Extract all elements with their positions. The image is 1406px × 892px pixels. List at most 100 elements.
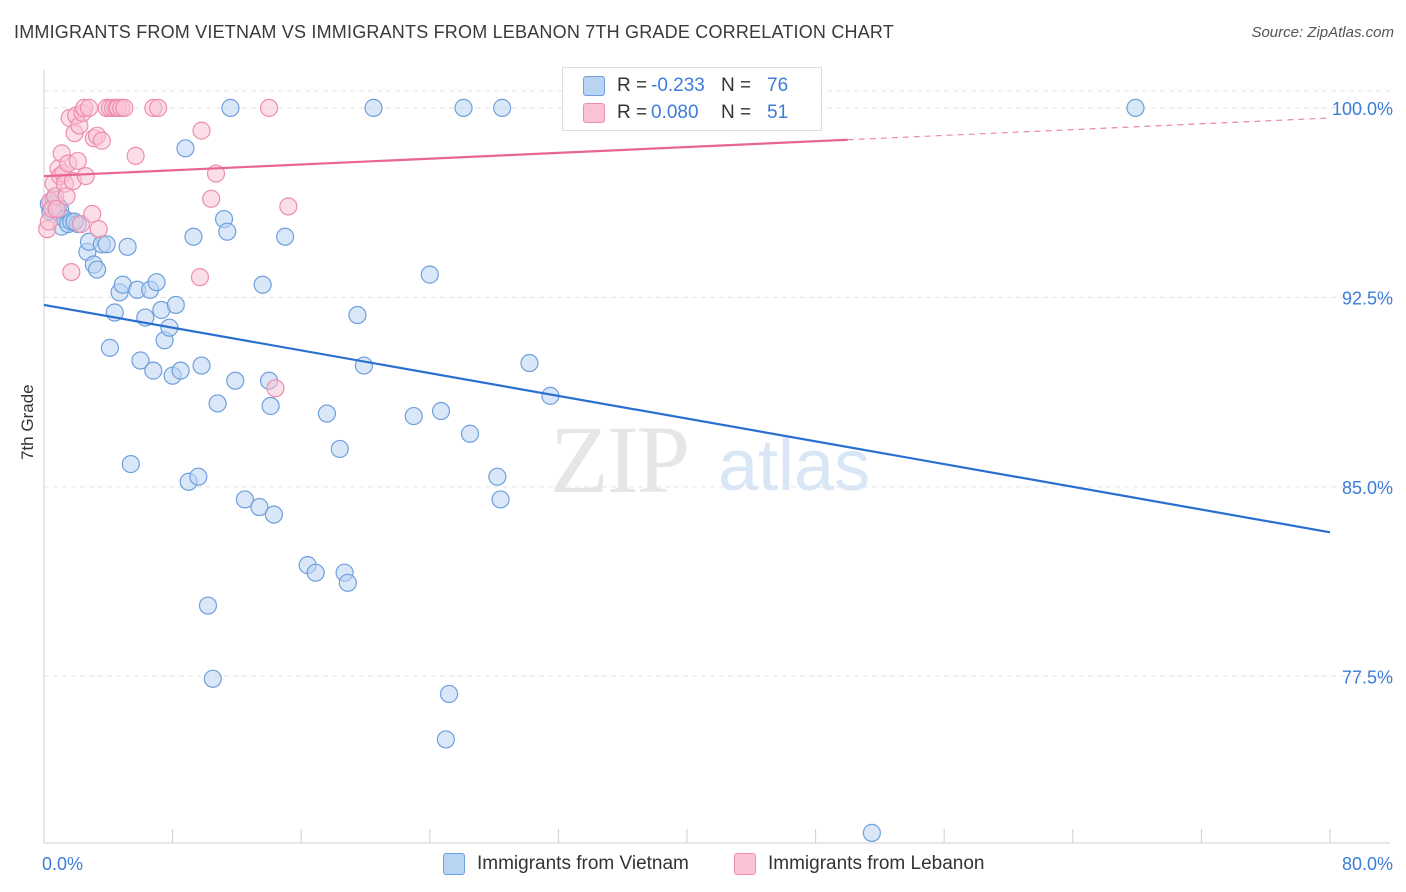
vietnam-point (454, 98, 473, 117)
x-tick-label-max: 80.0% (1342, 854, 1393, 874)
lebanon-r-label: R = (617, 102, 648, 123)
vietnam-point (131, 351, 150, 370)
legend-item-vietnam: Immigrants from Vietnam (443, 852, 689, 876)
vietnam-point (253, 275, 272, 294)
lebanon-point (62, 262, 81, 282)
vietnam-point (118, 237, 137, 256)
lebanon-point (68, 151, 87, 171)
vietnam-point (250, 497, 269, 517)
vietnam-point (184, 227, 203, 246)
y-tick-label: 92.5% (1342, 288, 1393, 308)
vietnam-point (192, 356, 211, 375)
vietnam-point (166, 295, 185, 315)
vietnam-point (208, 394, 227, 413)
vietnam-legend-swatch (443, 853, 465, 875)
lebanon-r-value: 0.080 (651, 102, 699, 123)
vietnam-point (862, 823, 881, 842)
vietnam-point (488, 467, 507, 486)
vietnam-point (520, 353, 539, 373)
vietnam-point (436, 730, 455, 749)
vietnam-point (198, 596, 218, 615)
watermark-zip: ZIP (550, 406, 688, 513)
grid-layer (44, 90, 1390, 677)
vietnam-point (431, 401, 451, 421)
legend-row-vietnam: R = -0.233 N = 76 (583, 74, 788, 98)
x-tick-label-min: 0.0% (42, 854, 83, 874)
y-tick-label: 85.0% (1342, 478, 1393, 498)
watermark: ZIP atlas (550, 406, 870, 513)
legend-row-lebanon: R = 0.080 N = 51 (583, 101, 788, 125)
vietnam-point (171, 361, 190, 380)
watermark-atlas: atlas (718, 426, 870, 506)
lebanon-n-value: 51 (767, 102, 789, 123)
lebanon-point (192, 121, 211, 140)
vietnam-point (420, 265, 439, 284)
vietnam-legend-label: Immigrants from Vietnam (477, 853, 689, 874)
lebanon-point (115, 98, 134, 117)
vietnam-point (348, 305, 367, 325)
trend-layer (43, 117, 1331, 534)
vietnam-r-label: R = (617, 75, 648, 96)
lebanon-point (47, 199, 66, 219)
lebanon-point (279, 197, 298, 216)
vietnam-point (364, 98, 383, 117)
y-tick-label: 100.0% (1332, 99, 1393, 119)
lebanon-point (126, 146, 145, 165)
vietnam-point (121, 454, 140, 474)
lebanon-trend-line (43, 138, 848, 178)
vietnam-point (317, 404, 337, 423)
lebanon-point (79, 98, 99, 117)
lebanon-swatch (583, 103, 605, 123)
lebanon-point (83, 204, 102, 224)
source-label: Source: ZipAtlas.com (1251, 24, 1394, 41)
vietnam-point (218, 222, 237, 241)
vietnam-trend-line (43, 303, 1331, 534)
lebanon-point (89, 220, 108, 239)
lebanon-point (202, 189, 221, 208)
vietnam-point (491, 490, 510, 509)
vietnam-point (97, 235, 116, 254)
y-tick-label: 77.5% (1342, 667, 1393, 687)
vietnam-point (404, 406, 423, 426)
vietnam-point (144, 361, 163, 380)
vietnam-point (261, 396, 280, 416)
stats-legend: R = -0.233 N = 76 R = 0.080 N = 51 (562, 67, 822, 131)
vietnam-point (203, 669, 222, 688)
tick-labels: 77.5% 85.0% 92.5% 100.0% 0.0% 80.0% (42, 99, 1393, 874)
vietnam-point (221, 98, 240, 117)
vietnam-swatch (583, 76, 605, 96)
vietnam-point (176, 139, 195, 158)
axis-layer (43, 70, 1390, 844)
vietnam-point (264, 505, 283, 524)
vietnam-point (235, 490, 255, 509)
lebanon-point (190, 268, 210, 287)
vietnam-point (306, 563, 325, 582)
lebanon-point (149, 98, 168, 117)
lebanon-point (92, 131, 111, 150)
lebanon-point (71, 214, 91, 234)
vietnam-n-value: 76 (767, 75, 789, 96)
vietnam-point (226, 371, 245, 390)
lebanon-point (76, 166, 95, 186)
vietnam-point (100, 338, 120, 357)
vietnam-point (147, 273, 166, 292)
lebanon-point (57, 187, 76, 206)
vietnam-point (439, 684, 459, 704)
vietnam-point (189, 467, 208, 486)
vietnam-r-value: -0.233 (651, 75, 705, 96)
lebanon-trend-extension (847, 117, 1331, 141)
vietnam-point (87, 260, 107, 279)
vietnam-point (276, 227, 295, 246)
chart-title: IMMIGRANTS FROM VIETNAM VS IMMIGRANTS FR… (14, 22, 894, 42)
vietnam-point (330, 439, 349, 459)
lebanon-point (266, 379, 285, 398)
lebanon-point (259, 98, 279, 117)
vietnam-point (493, 98, 512, 117)
vietnam-point (1126, 98, 1145, 117)
legend-item-lebanon: Immigrants from Lebanon (734, 852, 985, 876)
lebanon-legend-swatch (734, 853, 756, 875)
lebanon-legend-label: Immigrants from Lebanon (768, 853, 985, 874)
vietnam-point (460, 424, 480, 443)
lebanon-n-label: N = (721, 102, 752, 123)
